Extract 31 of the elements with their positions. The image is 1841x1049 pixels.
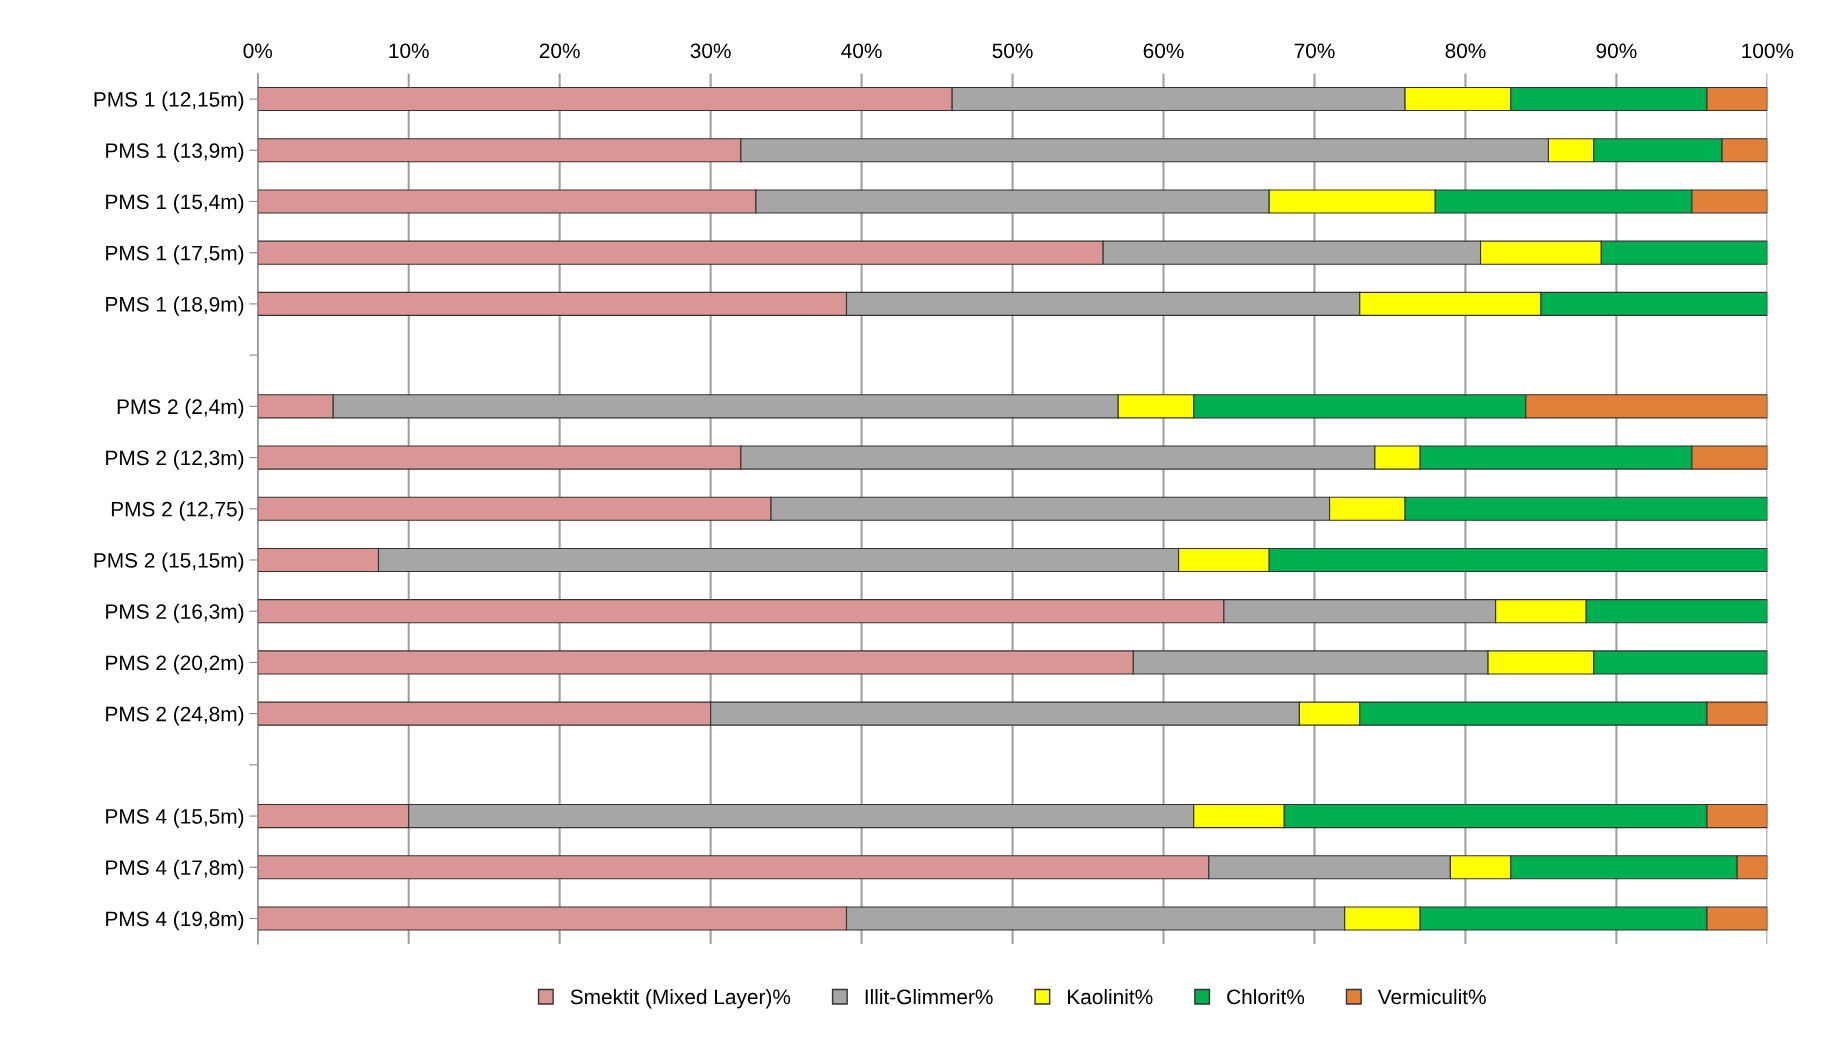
x-tick-label: 40% bbox=[841, 43, 882, 59]
x-tick-label: 90% bbox=[1596, 43, 1637, 59]
y-tick-label: PMS 2 (20,2m) bbox=[106, 654, 244, 675]
x-tick-label: 50% bbox=[992, 43, 1033, 59]
y-tick-label: PMS 2 (24,8m) bbox=[106, 706, 244, 726]
legend-label: Smektit (Mixed Layer)% bbox=[570, 988, 791, 1009]
legend-label: Chlorit% bbox=[1227, 988, 1305, 1005]
x-tick-label: 0% bbox=[243, 43, 273, 59]
y-tick-label: PMS 2 (16,3m) bbox=[106, 603, 244, 624]
y-tick-label: PMS 4 (17,8m) bbox=[106, 859, 244, 880]
x-tick-label: 100% bbox=[1742, 43, 1794, 59]
x-tick-label: 20% bbox=[539, 43, 580, 59]
y-tick-label: PMS 1 (15,4m) bbox=[106, 193, 244, 214]
y-tick-label: PMS 2 (12,75) bbox=[111, 501, 244, 521]
x-tick-label: 30% bbox=[690, 43, 731, 59]
y-tick-label: PMS 4 (15,5m) bbox=[106, 808, 244, 828]
y-tick-label: PMS 1 (17,5m) bbox=[106, 245, 244, 265]
y-tick-label: PMS 4 (19,8m) bbox=[106, 910, 244, 931]
x-tick-label: 60% bbox=[1143, 43, 1184, 59]
x-tick-label: 70% bbox=[1294, 43, 1335, 59]
y-tick-label: PMS 1 (18,9m) bbox=[106, 296, 244, 316]
legend-label: Illit-Glimmer% bbox=[865, 988, 993, 1005]
legend-label: Kaolinit% bbox=[1068, 988, 1153, 1005]
y-tick-label: PMS 2 (12,3m) bbox=[106, 450, 244, 470]
x-tick-label: 80% bbox=[1445, 43, 1486, 59]
y-tick-label: PMS 2 (15,15m) bbox=[94, 552, 244, 572]
y-tick-label: PMS 2 (2,4m) bbox=[117, 398, 244, 419]
x-tick-label: 10% bbox=[389, 43, 429, 59]
y-tick-label: PMS 1 (13,9m) bbox=[106, 142, 244, 163]
legend-label: Vermiculit% bbox=[1377, 988, 1486, 1005]
y-tick-label: PMS 1 (12,15m) bbox=[94, 91, 244, 111]
